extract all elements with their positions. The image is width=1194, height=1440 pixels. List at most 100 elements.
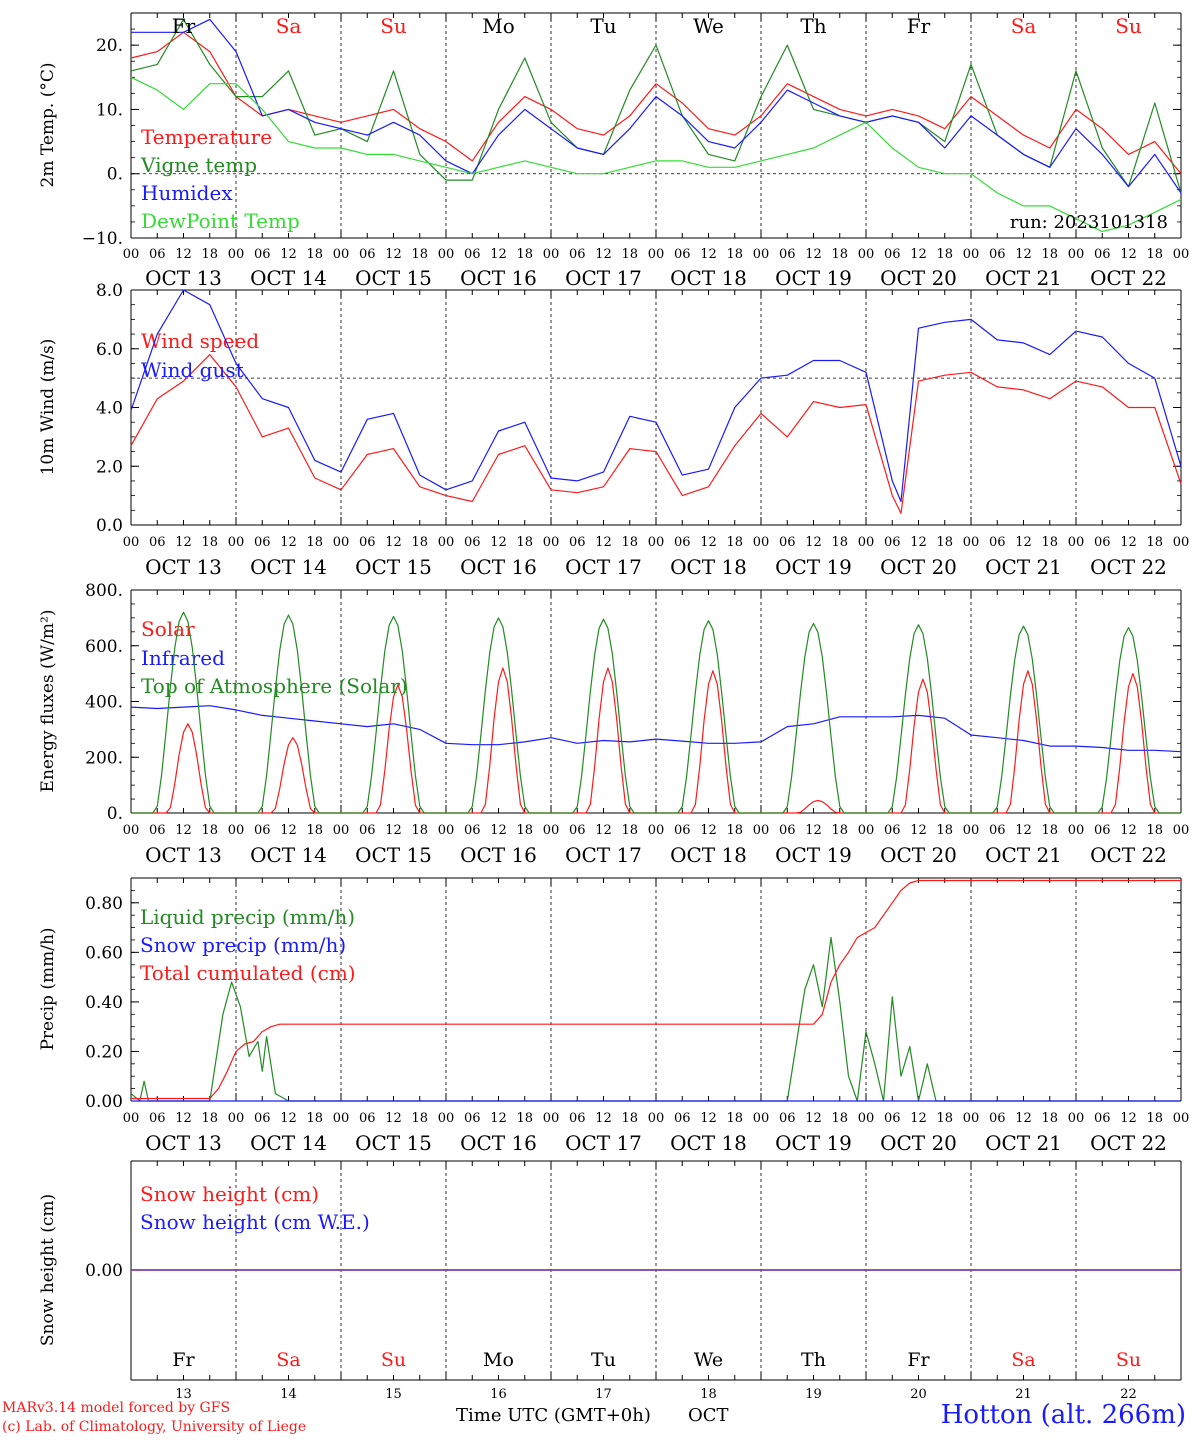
hour-tick-label: 06 bbox=[359, 1111, 376, 1126]
panel-1: −10. 0. 10. 20. 2m Temp. (°C) Temperature Vign… bbox=[38, 12, 1189, 290]
hour-tick-label: 06 bbox=[359, 823, 376, 838]
day-number-label: 19 bbox=[805, 1387, 822, 1402]
hour-tick-label: 06 bbox=[1094, 823, 1111, 838]
hour-tick-label: 06 bbox=[569, 535, 586, 550]
hour-tick-label: 12 bbox=[175, 535, 192, 550]
date-label: OCT 16 bbox=[460, 266, 537, 290]
hour-tick-label: 00 bbox=[543, 1111, 560, 1126]
hour-tick-label: 12 bbox=[1015, 535, 1032, 550]
hour-tick-label: 12 bbox=[175, 1111, 192, 1126]
hour-tick-label: 18 bbox=[411, 535, 428, 550]
date-label: OCT 21 bbox=[985, 266, 1062, 290]
hour-tick-label: 00 bbox=[543, 247, 560, 262]
hour-tick-label: 06 bbox=[359, 247, 376, 262]
series-line bbox=[131, 611, 1181, 814]
y-axis-label: 2m Temp. (°C) bbox=[38, 62, 58, 187]
date-label: OCT 16 bbox=[460, 1131, 537, 1155]
panel-2: 0.0 2.0 4.0 6.0 8.0 10m Wind (m/s) Wind speed W… bbox=[38, 281, 1189, 579]
hour-tick-label: 06 bbox=[1094, 535, 1111, 550]
hour-tick-label: 12 bbox=[805, 247, 822, 262]
hour-tick-label: 12 bbox=[490, 247, 507, 262]
hour-tick-label: 12 bbox=[1015, 823, 1032, 838]
hour-tick-label: 12 bbox=[1120, 823, 1137, 838]
day-number-label: 20 bbox=[910, 1387, 927, 1402]
hour-tick-label: 00 bbox=[648, 1111, 665, 1126]
weekday-label: Su bbox=[1116, 1349, 1141, 1371]
legend-entry: Total cumulated (cm) bbox=[140, 961, 356, 985]
series-line bbox=[130, 936, 1181, 1102]
month-label: OCT bbox=[688, 1405, 729, 1426]
hour-tick-label: 00 bbox=[753, 247, 770, 262]
date-label: OCT 13 bbox=[145, 266, 222, 290]
hour-tick-label: 12 bbox=[595, 247, 612, 262]
date-label: OCT 17 bbox=[565, 1131, 642, 1155]
hour-tick-label: 00 bbox=[648, 247, 665, 262]
date-label: OCT 18 bbox=[670, 555, 747, 579]
hour-tick-label: 18 bbox=[936, 247, 953, 262]
y-tick-label: 0. bbox=[107, 165, 123, 185]
date-label: OCT 14 bbox=[250, 266, 327, 290]
hour-tick-label: 12 bbox=[910, 535, 927, 550]
date-label: OCT 19 bbox=[775, 843, 852, 867]
hour-tick-label: 18 bbox=[201, 535, 218, 550]
hour-tick-label: 00 bbox=[963, 535, 980, 550]
hour-tick-label: 00 bbox=[123, 535, 140, 550]
date-label: OCT 17 bbox=[565, 555, 642, 579]
hour-tick-label: 06 bbox=[674, 247, 691, 262]
hour-tick-label: 06 bbox=[779, 247, 796, 262]
legend-entry: Infrared bbox=[141, 646, 225, 670]
weekday-label: Tu bbox=[591, 1349, 616, 1371]
hour-tick-label: 18 bbox=[1041, 823, 1058, 838]
hour-tick-label: 18 bbox=[726, 247, 743, 262]
hour-tick-label: 06 bbox=[464, 247, 481, 262]
series-line bbox=[130, 76, 1182, 233]
weekday-label: Sa bbox=[276, 14, 302, 38]
hour-tick-label: 00 bbox=[333, 823, 350, 838]
date-label: OCT 20 bbox=[880, 843, 957, 867]
weekday-label: Sa bbox=[1011, 1349, 1035, 1371]
hour-tick-label: 00 bbox=[858, 1111, 875, 1126]
hour-tick-label: 00 bbox=[1068, 823, 1085, 838]
date-label: OCT 22 bbox=[1090, 843, 1167, 867]
y-tick-label: 8.0 bbox=[96, 281, 123, 301]
model-credit: MARv3.14 model forced by GFS bbox=[2, 1400, 231, 1416]
hour-tick-label: 06 bbox=[569, 247, 586, 262]
hour-tick-label: 00 bbox=[438, 1111, 455, 1126]
date-label: OCT 20 bbox=[880, 555, 957, 579]
y-tick-label: 0. bbox=[107, 804, 123, 824]
hour-tick-label: 18 bbox=[306, 1111, 323, 1126]
hour-tick-label: 18 bbox=[1146, 823, 1163, 838]
hour-tick-label: 12 bbox=[175, 823, 192, 838]
hour-tick-label: 06 bbox=[149, 247, 166, 262]
hour-tick-label: 18 bbox=[516, 535, 533, 550]
hour-tick-label: 18 bbox=[831, 247, 848, 262]
hour-tick-label: 12 bbox=[490, 823, 507, 838]
date-label: OCT 19 bbox=[775, 555, 852, 579]
hour-tick-label: 18 bbox=[1146, 1111, 1163, 1126]
date-label: OCT 15 bbox=[355, 555, 432, 579]
series-line bbox=[130, 18, 1182, 194]
hour-tick-label: 06 bbox=[779, 535, 796, 550]
date-label: OCT 15 bbox=[355, 266, 432, 290]
date-label: OCT 16 bbox=[460, 843, 537, 867]
hour-tick-label: 06 bbox=[884, 535, 901, 550]
hour-tick-label: 00 bbox=[438, 247, 455, 262]
hour-tick-label: 12 bbox=[1120, 535, 1137, 550]
hour-tick-label: 12 bbox=[385, 535, 402, 550]
hour-tick-label: 06 bbox=[884, 823, 901, 838]
legend-entry: Liquid precip (mm/h) bbox=[140, 905, 355, 929]
series-line bbox=[130, 289, 1182, 503]
date-label: OCT 21 bbox=[985, 1131, 1062, 1155]
hour-tick-label: 12 bbox=[910, 1111, 927, 1126]
hour-tick-label: 06 bbox=[884, 1111, 901, 1126]
date-label: OCT 13 bbox=[145, 843, 222, 867]
hour-tick-label: 18 bbox=[726, 535, 743, 550]
hour-tick-label: 12 bbox=[490, 1111, 507, 1126]
date-label: OCT 22 bbox=[1090, 1131, 1167, 1155]
legend-entry: Wind speed bbox=[141, 329, 259, 353]
weekday-label: We bbox=[694, 1349, 723, 1371]
hour-tick-label: 06 bbox=[1094, 1111, 1111, 1126]
legend-entry: Snow height (cm W.E.) bbox=[140, 1210, 370, 1234]
legend-entry: Snow precip (mm/h) bbox=[140, 933, 346, 957]
